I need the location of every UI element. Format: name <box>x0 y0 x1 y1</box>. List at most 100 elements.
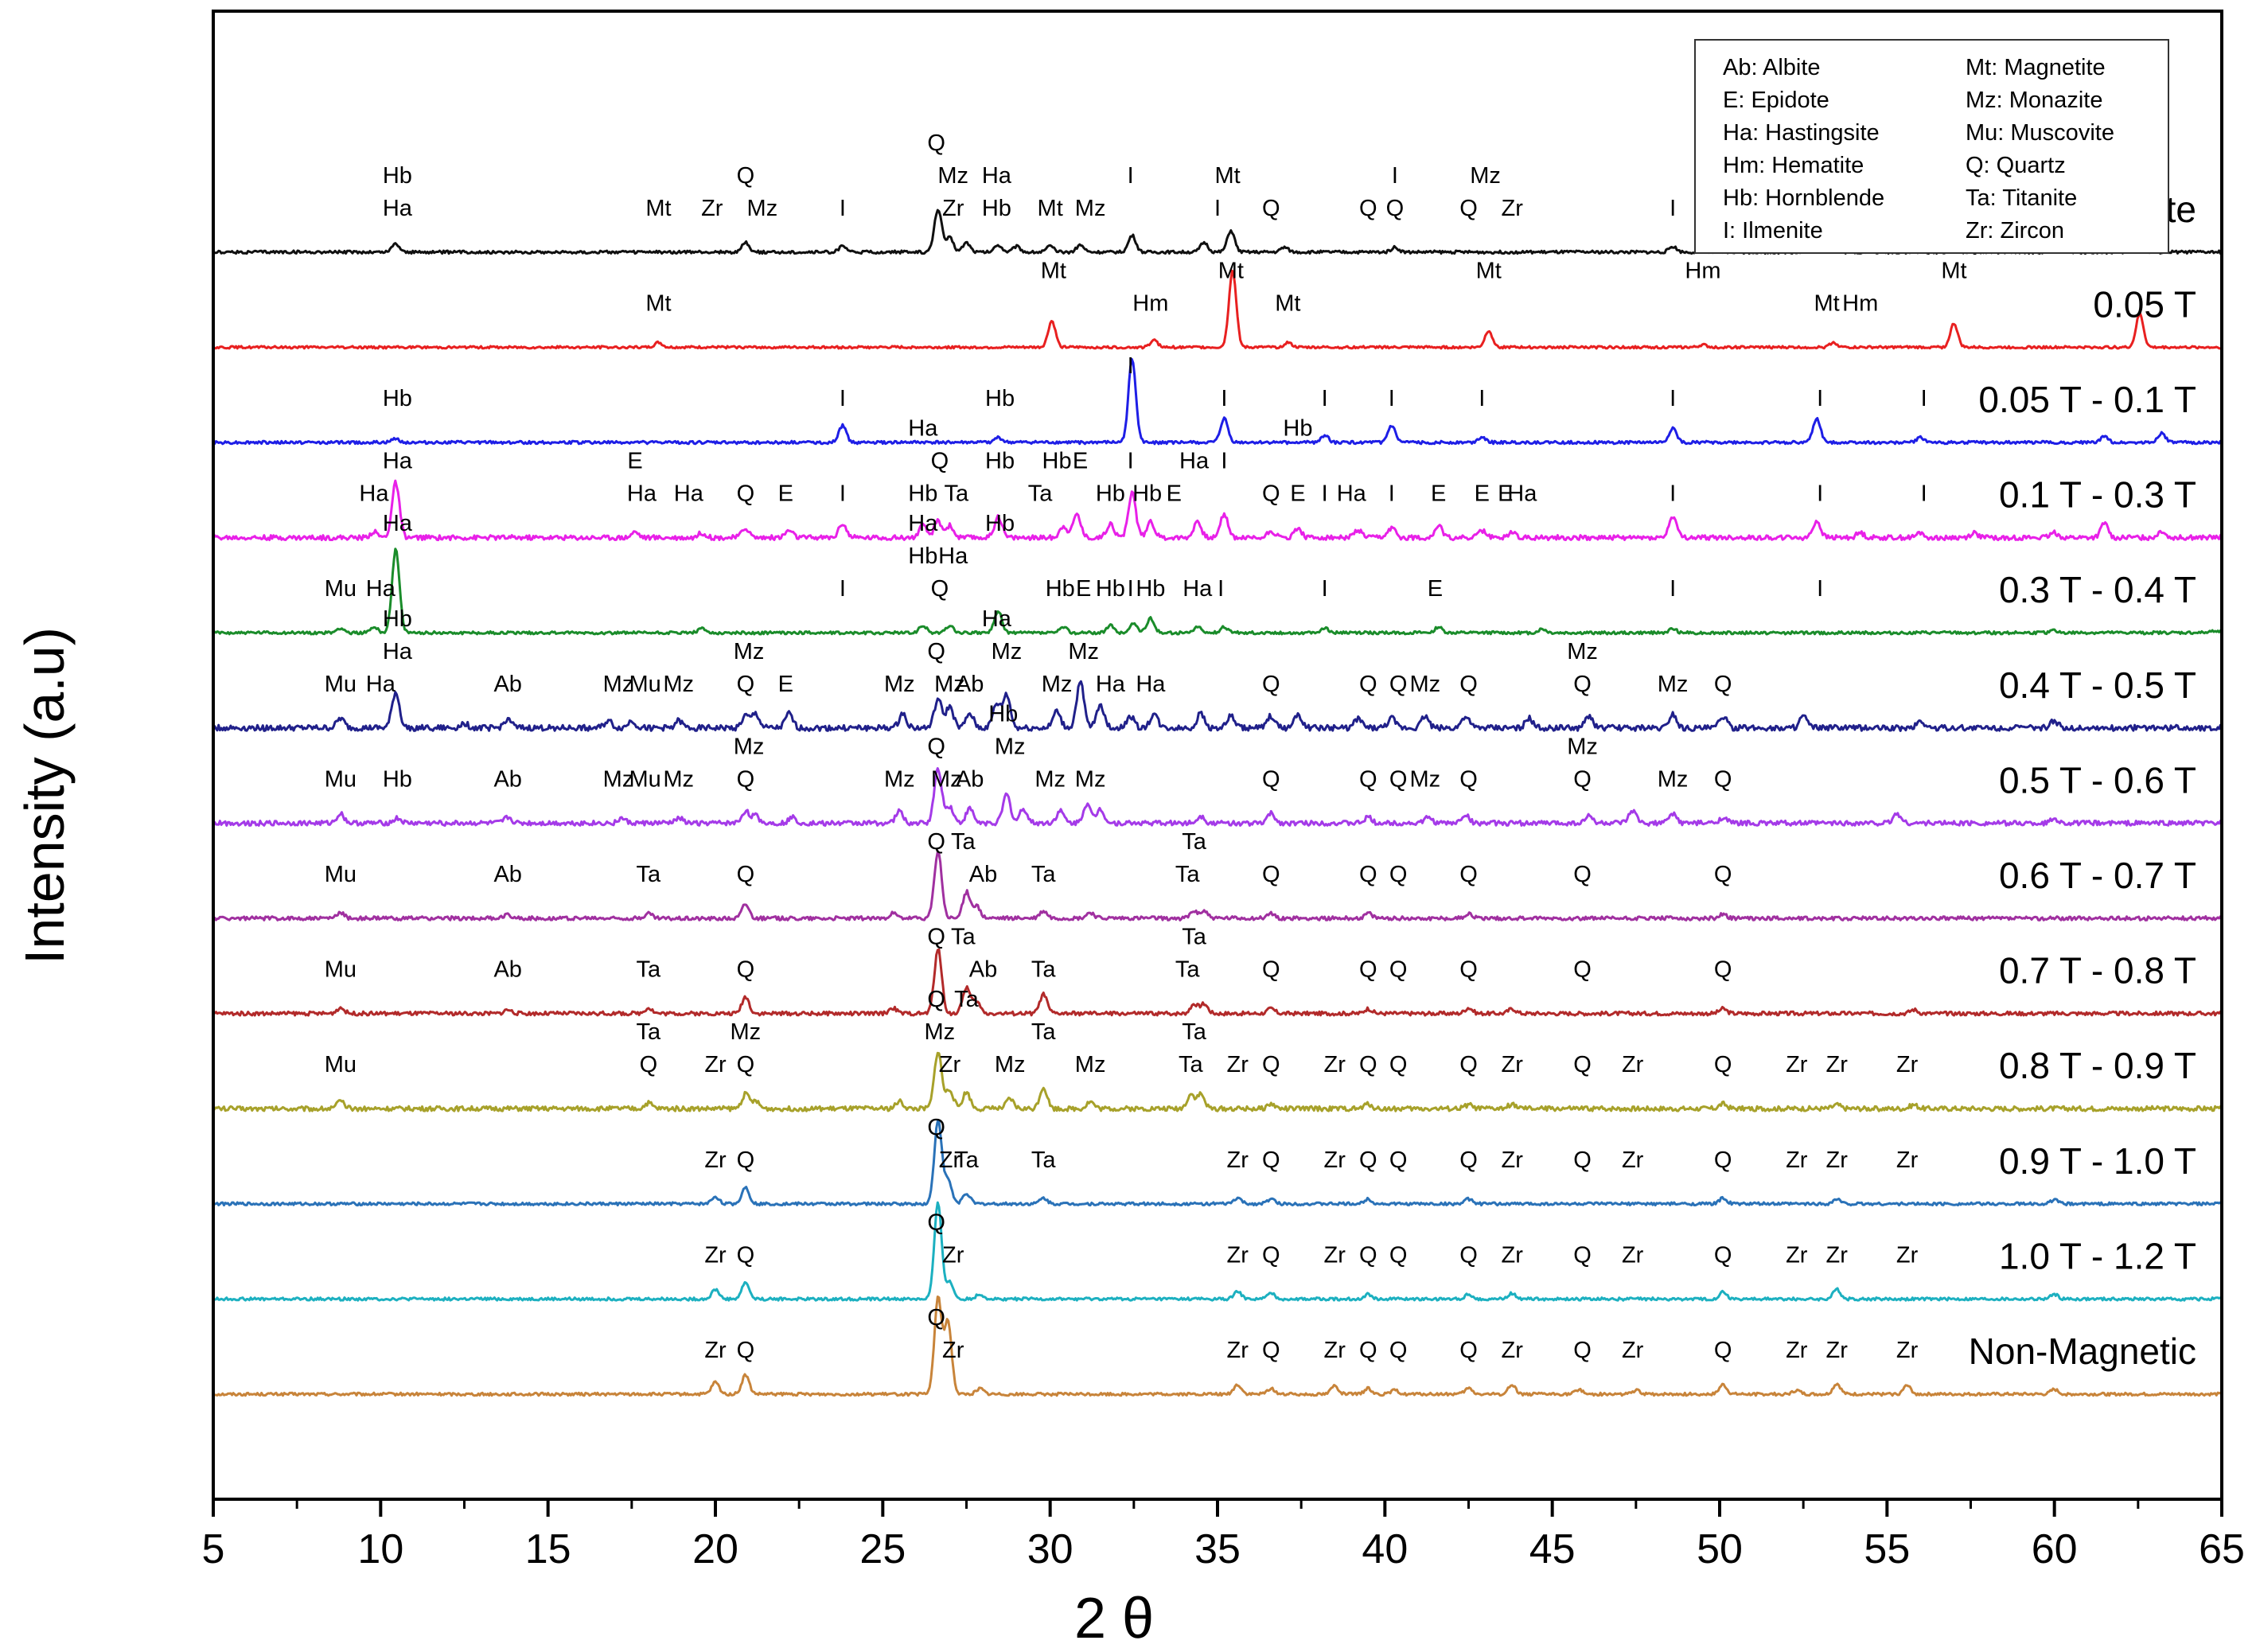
peak-label: Mz <box>1409 766 1440 792</box>
peak-label: Ha <box>908 416 938 442</box>
peak-label: Q <box>1359 1242 1377 1268</box>
peak-label: Mt <box>1476 258 1502 283</box>
trace-0-5-t-0-6-t <box>212 767 2223 827</box>
peak-label: Mz <box>925 1019 956 1045</box>
peak-label: Ha <box>1507 481 1537 507</box>
peak-label: Zr <box>1896 1338 1919 1363</box>
legend-entry: E: Epidote <box>1723 88 1829 113</box>
peak-label: Mz <box>731 1019 762 1045</box>
peak-labels: Zr Q Q Zr Zr Q Zr Q Q Q Zr Q Zr Q Zr Zr Zr Zr Q Q Zr Zr Q Zr Q Q Q… <box>325 131 2154 1363</box>
peak-label: Ha <box>366 672 396 697</box>
trace-label: 0.05 T <box>2093 283 2196 325</box>
trace-0-05-t-0-1-t <box>212 357 2223 446</box>
peak-label: Mu <box>629 672 661 697</box>
peak-label: Hm <box>1685 258 1720 283</box>
peak-label: Q <box>1262 862 1280 887</box>
peak-label: Ta <box>1031 957 1057 983</box>
peak-label: Mt <box>645 196 671 221</box>
peak-label: Zr <box>1786 1338 1808 1363</box>
peak-label: Mz <box>1075 1052 1106 1077</box>
peak-label: Ha <box>982 606 1012 632</box>
peak-label: Ta <box>637 862 662 887</box>
peak-label: Ha <box>1337 481 1367 507</box>
peak-label: Hb <box>1283 416 1312 442</box>
peak-label: Mz <box>884 672 915 697</box>
peak-label: Ha <box>674 481 704 507</box>
x-tick-label: 50 <box>1697 1526 1743 1572</box>
peak-label: Zr <box>939 1147 961 1173</box>
peak-label: Q <box>1359 957 1377 983</box>
peak-label: I <box>1128 353 1134 379</box>
peak-label: Q <box>1359 196 1377 221</box>
peak-label: Mz <box>1567 639 1598 664</box>
peak-label: Q <box>737 672 755 697</box>
trace-label: 1.0 T - 1.2 T <box>1999 1235 2196 1276</box>
trace-label: 0.5 T - 0.6 T <box>1999 759 2196 801</box>
peak-label: Mz <box>995 734 1026 759</box>
trace-0-8-t-0-9-t <box>212 1051 2223 1112</box>
peak-label: Ha <box>982 163 1012 189</box>
peak-label: Q <box>1262 957 1280 983</box>
peak-label: I <box>1221 449 1227 474</box>
peak-label: E <box>1167 481 1182 507</box>
peak-label: Mz <box>603 672 634 697</box>
peak-label: Q <box>1573 1147 1592 1173</box>
peak-label: Q <box>737 481 755 507</box>
trace-1-0-t-1-2-t <box>212 1201 2223 1302</box>
peak-label: Q <box>1389 672 1408 697</box>
peak-label: I <box>840 386 846 411</box>
legend: Ab: Albite Mt: Magnetite E: Epidote Mz: Mon… <box>1694 39 2169 254</box>
peak-label: Hb <box>1132 481 1162 507</box>
peak-label: I <box>1670 386 1676 411</box>
peak-label: Hm <box>1132 290 1168 316</box>
peak-label: Q <box>640 1052 658 1077</box>
peak-label: Mz <box>603 766 634 792</box>
peak-label: I <box>1128 576 1134 602</box>
peak-label: Ha <box>1096 672 1126 697</box>
legend-entry: Hb: Hornblende <box>1723 185 1884 211</box>
x-tick-label: 60 <box>2032 1526 2078 1572</box>
peak-label: Ha <box>627 481 657 507</box>
peak-label: Q <box>1459 862 1478 887</box>
peak-label: Q <box>1459 1147 1478 1173</box>
peak-label: Hb <box>1046 576 1075 602</box>
peak-label: Mt <box>1041 258 1066 283</box>
peak-label: Hb <box>383 606 412 632</box>
peak-label: Mt <box>1038 196 1063 221</box>
peak-label: Ha <box>359 481 389 507</box>
peak-label: Q <box>1714 1338 1732 1363</box>
peak-label: Ta <box>1175 862 1201 887</box>
peak-label: Q <box>931 576 949 602</box>
trace-0-1-t-0-3-t <box>212 479 2223 542</box>
peak-label: Q <box>1359 1147 1377 1173</box>
peak-label: Q <box>737 163 755 189</box>
peak-label: Ta <box>1028 481 1054 507</box>
peak-label: Mz <box>1068 639 1099 664</box>
peak-label: Ta <box>954 987 980 1012</box>
peak-label: I <box>1128 163 1134 189</box>
legend-entry: Mt: Magnetite <box>1966 55 2106 80</box>
peak-label: I <box>1670 481 1676 507</box>
peak-label: Zr <box>1501 1338 1523 1363</box>
peak-label: Zr <box>1501 1147 1523 1173</box>
peak-label: Mu <box>325 1052 357 1077</box>
peak-label: Mz <box>734 734 765 759</box>
peak-label: I <box>840 196 846 221</box>
x-tick-label: 30 <box>1027 1526 1073 1572</box>
peak-label: Hb <box>383 386 412 411</box>
x-tick-label: 45 <box>1529 1526 1576 1572</box>
peak-label: Hb <box>985 449 1015 474</box>
peak-label: Zr <box>704 1242 727 1268</box>
peak-label: Zr <box>1324 1147 1346 1173</box>
peak-label: Q <box>1359 1052 1377 1077</box>
peak-label: E <box>1073 449 1088 474</box>
peak-label: Q <box>1389 1052 1408 1077</box>
peak-label: I <box>1921 481 1927 507</box>
peak-label: Ha <box>908 511 938 536</box>
peak-label: Q <box>1573 862 1592 887</box>
peak-label: Ha <box>366 576 396 602</box>
peak-label: Q <box>1573 1052 1592 1077</box>
peak-label: I <box>1128 449 1134 474</box>
peak-label: Q <box>1573 766 1592 792</box>
